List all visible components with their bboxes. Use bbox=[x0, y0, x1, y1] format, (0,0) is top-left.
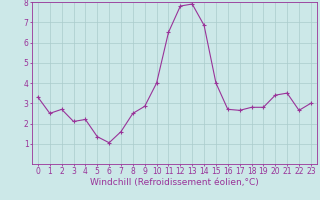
X-axis label: Windchill (Refroidissement éolien,°C): Windchill (Refroidissement éolien,°C) bbox=[90, 178, 259, 187]
